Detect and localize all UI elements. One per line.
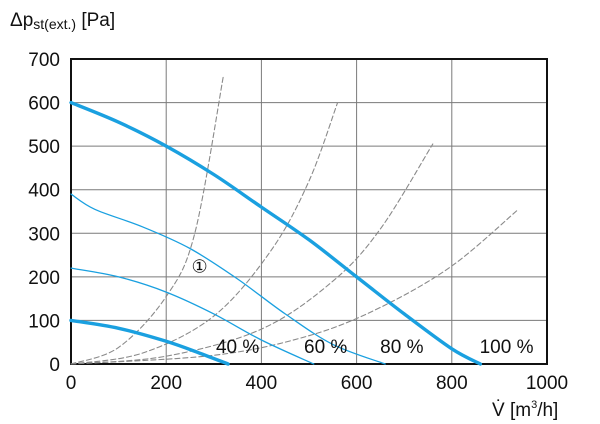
y-tick-label: 100 bbox=[28, 311, 60, 332]
series-line-5-dashed-grey bbox=[70, 75, 224, 365]
series-line-7-dashed-grey bbox=[70, 143, 434, 365]
series-line-4-thick-blue bbox=[69, 318, 230, 366]
series-line-6-dashed-grey bbox=[70, 102, 339, 365]
y-tick-label: 600 bbox=[28, 94, 60, 115]
y-tick-label: 200 bbox=[28, 268, 60, 289]
series-line-2-thin-blue bbox=[70, 193, 386, 365]
y-tick-label: 700 bbox=[28, 50, 60, 71]
y-axis-title-subscript: st(ext.) bbox=[33, 16, 76, 32]
series-line-8-dashed-grey bbox=[70, 208, 519, 365]
y-tick-label: 300 bbox=[28, 224, 60, 245]
x-tick-label: 800 bbox=[436, 373, 468, 394]
x-tick-label: 600 bbox=[341, 373, 373, 394]
x-axis-title-unit: /h] bbox=[537, 400, 558, 421]
annotations: 40 % 60 % 80 % 100 % ① bbox=[191, 257, 533, 359]
speed-label-2: 60 % bbox=[304, 337, 347, 358]
x-tick-label: 0 bbox=[66, 373, 77, 394]
y-axis-title-unit: [Pa] bbox=[76, 10, 115, 31]
y-tick-label: 0 bbox=[49, 355, 60, 376]
speed-label-3: 80 % bbox=[380, 337, 423, 358]
x-tick-label: 1000 bbox=[526, 373, 568, 394]
speed-label-4: 100 % bbox=[480, 337, 534, 358]
y-tick-label: 500 bbox=[28, 137, 60, 158]
series-line-3-thin-blue bbox=[70, 267, 315, 365]
y-axis-title: Δpst(ext.) [Pa] bbox=[10, 10, 115, 32]
y-axis-title-prefix: Δp bbox=[10, 10, 33, 31]
x-tick-label: 400 bbox=[246, 373, 278, 394]
series-group bbox=[69, 75, 519, 366]
speed-label-1: 40 % bbox=[216, 337, 259, 358]
x-axis-title-prefix: V̇ [m bbox=[492, 400, 531, 421]
series-line-1-thick-blue bbox=[69, 100, 483, 366]
grid bbox=[70, 58, 548, 365]
tick-labels: 0 200 400 600 800 1000 0 100 200 300 400 500 600 700 bbox=[28, 50, 568, 394]
x-tick-label: 200 bbox=[150, 373, 182, 394]
curve-marker-label: ① bbox=[191, 257, 207, 277]
x-axis-title: V̇ [m3/h] bbox=[492, 399, 558, 421]
y-tick-label: 400 bbox=[28, 181, 60, 202]
x-axis-title-superscript: 3 bbox=[531, 399, 537, 411]
plot-frame bbox=[70, 58, 548, 365]
